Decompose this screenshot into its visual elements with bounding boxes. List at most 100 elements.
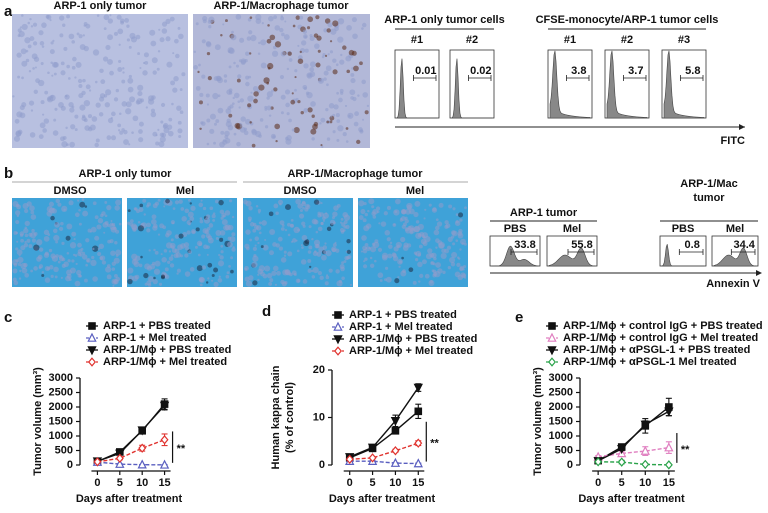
cell-texture <box>52 228 58 234</box>
cell-texture <box>52 61 58 68</box>
cell-texture <box>459 218 463 222</box>
cell-texture <box>228 47 235 54</box>
cell-texture <box>107 59 113 65</box>
y-tick-label: 20 <box>313 364 325 376</box>
marker <box>391 446 400 456</box>
cell-texture <box>269 228 276 235</box>
cell-texture <box>310 101 316 107</box>
series-line <box>349 442 419 460</box>
sample-label: PBS <box>504 223 527 235</box>
cell-texture <box>413 226 420 233</box>
cell-texture <box>427 248 433 254</box>
cell-texture <box>419 273 424 279</box>
cell-texture <box>40 61 44 66</box>
cell-texture <box>213 281 219 287</box>
cell-texture <box>260 39 267 46</box>
cell-texture <box>38 79 45 87</box>
cell-texture <box>222 139 228 145</box>
cell-texture <box>455 220 459 224</box>
cell-texture <box>303 86 307 90</box>
cell-texture <box>118 222 122 226</box>
cell-texture <box>111 111 116 117</box>
cell-texture <box>323 250 328 255</box>
cell-texture <box>172 52 175 55</box>
cell-texture <box>165 233 170 238</box>
cell-texture <box>450 235 455 239</box>
series-line <box>349 460 419 465</box>
cell-texture <box>309 265 312 269</box>
cell-texture <box>50 41 54 45</box>
cell-texture <box>68 200 74 206</box>
cell-texture <box>299 50 302 54</box>
cell-texture <box>362 218 367 223</box>
cell-texture <box>47 97 52 101</box>
cell-texture <box>94 215 99 220</box>
cell-texture <box>301 246 304 249</box>
cell-texture <box>163 205 166 208</box>
cell-texture <box>378 222 381 225</box>
cell-texture <box>171 248 177 253</box>
cell-texture <box>248 52 252 55</box>
cell-texture <box>117 28 124 35</box>
cell-texture <box>16 249 23 256</box>
cell-texture <box>228 88 233 93</box>
cell-texture <box>138 263 143 268</box>
cell-texture <box>313 239 321 246</box>
cell-texture <box>201 39 206 44</box>
cell-texture <box>262 244 269 251</box>
cell-texture <box>32 41 38 46</box>
cell-texture <box>66 223 73 230</box>
cell-texture <box>423 217 426 220</box>
cell-texture <box>17 75 21 79</box>
cell-texture <box>444 248 449 254</box>
cell-texture <box>400 236 406 243</box>
cell-texture <box>127 278 133 285</box>
cell-texture <box>389 241 393 245</box>
cell-texture <box>146 222 151 228</box>
cell-texture <box>103 27 107 31</box>
cell-texture <box>201 74 206 79</box>
cell-texture <box>52 130 59 136</box>
cell-texture <box>48 201 54 207</box>
cell-texture <box>264 125 269 129</box>
cell-texture <box>24 208 29 214</box>
cell-texture <box>371 205 375 209</box>
cell-texture <box>273 15 277 19</box>
cell-texture <box>428 203 432 207</box>
cell-texture <box>301 201 307 207</box>
cell-texture <box>239 126 246 133</box>
cell-texture <box>280 94 286 100</box>
cell-texture <box>248 75 252 79</box>
cell-texture <box>23 262 28 268</box>
cell-texture <box>296 249 300 253</box>
cell-texture <box>190 205 196 211</box>
cell-texture <box>326 120 330 124</box>
cell-texture <box>257 278 260 282</box>
cell-texture <box>336 138 340 142</box>
cell-texture <box>386 205 392 211</box>
cell-texture <box>343 220 348 225</box>
cell-texture <box>81 90 86 96</box>
cell-texture <box>346 239 351 244</box>
cell-texture <box>325 250 332 257</box>
cell-texture <box>156 67 160 71</box>
cell-texture <box>285 204 291 211</box>
cell-texture <box>54 222 60 228</box>
cell-texture <box>24 240 27 244</box>
cell-texture <box>96 14 100 17</box>
cell-texture <box>297 228 301 232</box>
cell-texture <box>459 248 462 251</box>
cell-texture <box>452 242 456 246</box>
cell-texture <box>117 129 121 132</box>
cell-texture <box>283 254 287 257</box>
cell-texture <box>268 15 274 22</box>
cell-texture <box>255 130 262 138</box>
cell-texture <box>205 93 210 98</box>
cell-texture <box>29 17 32 21</box>
cell-texture <box>42 128 47 133</box>
cell-texture <box>291 240 294 243</box>
cell-texture <box>362 92 368 98</box>
cell-texture <box>247 216 252 221</box>
cell-texture <box>395 198 401 205</box>
cell-texture <box>97 218 104 224</box>
